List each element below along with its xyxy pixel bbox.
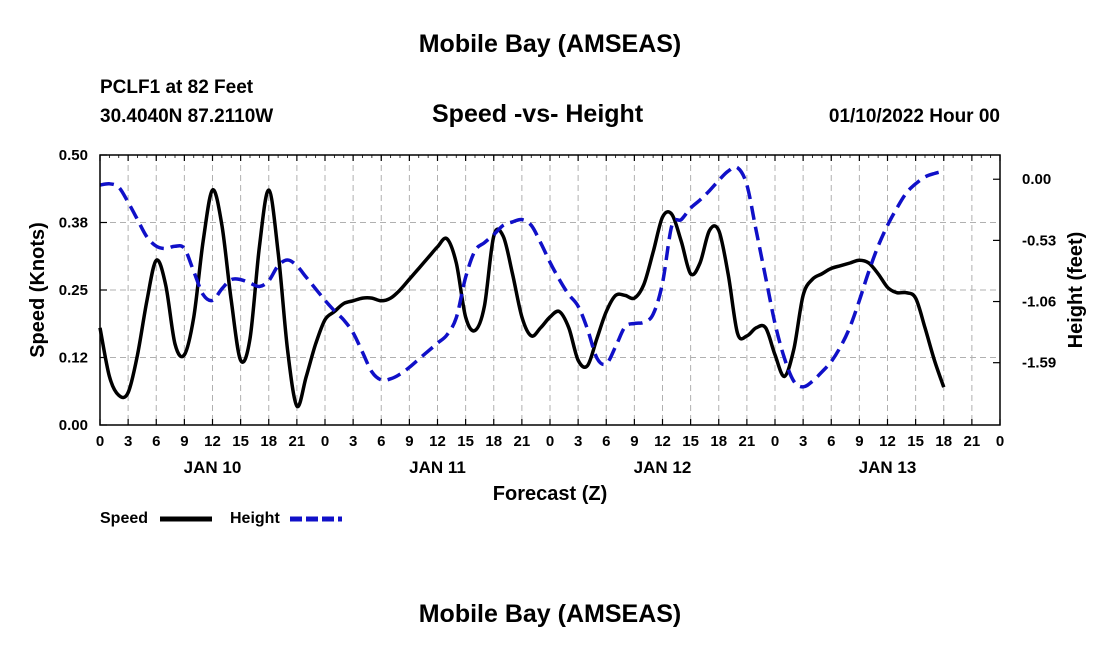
x-tick-label: 21 <box>514 433 531 450</box>
y-left-tick-label: 0.12 <box>59 350 88 367</box>
coordinates-label: 30.4040N 87.2110W <box>100 106 274 127</box>
x-axis-label: Forecast (Z) <box>493 483 607 505</box>
x-tick-label: 3 <box>574 433 582 450</box>
x-tick-label: 0 <box>771 433 779 450</box>
x-tick-label: 9 <box>180 433 188 450</box>
y-left-tick-label: 0.00 <box>59 417 88 434</box>
x-tick-label: 9 <box>405 433 413 450</box>
y-right-tick-label: -1.59 <box>1022 355 1056 372</box>
grid <box>100 155 1000 425</box>
x-tick-label: 15 <box>232 433 249 450</box>
axes: 0 3 6 9 12 15 18 21 0 3 6 9 12 15 18 21 0 3 6 9 12 15 18 21 0 3 6 9… <box>59 147 1056 477</box>
x-tick-label: 9 <box>630 433 638 450</box>
y-left-tick-label: 0.25 <box>59 282 88 299</box>
legend-height-label: Height <box>230 510 280 527</box>
x-tick-label: 12 <box>654 433 671 450</box>
x-tick-label: 3 <box>124 433 132 450</box>
x-tick-label: 12 <box>429 433 446 450</box>
x-tick-label: 12 <box>204 433 221 450</box>
x-tick-label: 18 <box>710 433 727 450</box>
x-tick-label: 21 <box>289 433 306 450</box>
day-label: JAN 10 <box>184 458 242 477</box>
x-tick-label: 21 <box>964 433 981 450</box>
x-tick-label: 18 <box>935 433 952 450</box>
x-tick-label: 6 <box>377 433 385 450</box>
x-tick-label: 15 <box>457 433 474 450</box>
day-label: JAN 13 <box>859 458 917 477</box>
y-axis-right-label: Height (feet) <box>1065 232 1087 349</box>
day-label: JAN 12 <box>634 458 692 477</box>
x-tick-label: 6 <box>602 433 610 450</box>
x-tick-label: 0 <box>996 433 1004 450</box>
series-layer <box>98 165 946 409</box>
legend-speed-swatch <box>160 516 212 522</box>
x-tick-label: 18 <box>485 433 502 450</box>
series-height-line <box>99 165 945 389</box>
x-tick-label: 18 <box>260 433 277 450</box>
y-right-tick-label: -0.53 <box>1022 232 1056 249</box>
footer-title: Mobile Bay (AMSEAS) <box>418 600 682 628</box>
x-tick-label: 3 <box>349 433 357 450</box>
y-right-tick-label: 0.00 <box>1022 171 1051 188</box>
day-label: JAN 11 <box>409 458 466 477</box>
x-tick-label: 21 <box>739 433 756 450</box>
legend-speed-label: Speed <box>100 510 149 527</box>
page-title: Mobile Bay (AMSEAS) <box>418 30 682 58</box>
x-tick-label: 9 <box>855 433 863 450</box>
x-tick-label: 6 <box>827 433 835 450</box>
y-axis-left-label: Speed (Knots) <box>27 222 49 358</box>
y-left-tick-label: 0.38 <box>59 215 88 232</box>
x-tick-label: 15 <box>682 433 699 450</box>
x-tick-label: 0 <box>546 433 554 450</box>
x-tick-label: 6 <box>152 433 160 450</box>
forecast-datetime: 01/10/2022 Hour 00 <box>828 106 1000 127</box>
x-tick-label: 3 <box>799 433 807 450</box>
y-right-tick-label: -1.06 <box>1022 294 1056 311</box>
chart-subtitle: Speed -vs- Height <box>432 100 644 128</box>
legend-height-swatch <box>290 516 342 522</box>
series-speed-line <box>98 188 946 409</box>
x-tick-label: 12 <box>879 433 896 450</box>
x-tick-label: 0 <box>321 433 329 450</box>
x-tick-label: 15 <box>907 433 924 450</box>
station-label: PCLF1 at 82 Feet <box>100 77 254 98</box>
x-tick-label: 0 <box>96 433 104 450</box>
y-left-tick-label: 0.50 <box>59 147 88 164</box>
